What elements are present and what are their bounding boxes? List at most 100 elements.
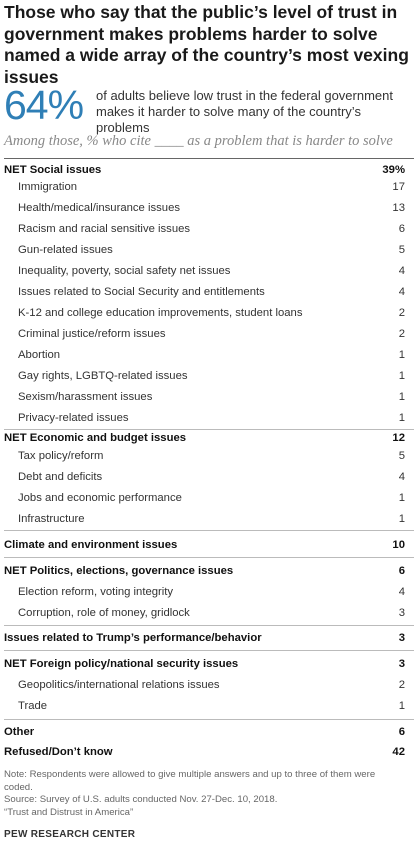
row-value: 1 xyxy=(398,412,405,424)
row-value: 10 xyxy=(392,539,405,551)
table-row-net: Issues related to Trump’s performance/be… xyxy=(0,628,420,648)
table-divider xyxy=(4,530,414,531)
row-label: Criminal justice/reform issues xyxy=(18,328,166,340)
table-row: Sexism/harassment issues 1 xyxy=(0,387,420,407)
row-label: Tax policy/reform xyxy=(18,450,104,462)
chart-title: Those who say that the public’s level of… xyxy=(4,2,409,87)
row-label: Corruption, role of money, gridlock xyxy=(18,607,190,619)
table-row: Privacy-related issues 1 xyxy=(0,408,420,428)
table-row: Gun-related issues 5 xyxy=(0,240,420,260)
row-label: Geopolitics/international relations issu… xyxy=(18,679,220,691)
row-value: 5 xyxy=(398,450,405,462)
table-row: Corruption, role of money, gridlock 3 xyxy=(0,603,420,623)
row-value: 2 xyxy=(398,328,405,340)
row-value: 12 xyxy=(392,432,405,444)
row-label: NET Social issues xyxy=(4,164,102,176)
table-row-net: NET Economic and budget issues 12 xyxy=(0,428,420,448)
row-value: 4 xyxy=(398,586,405,598)
row-label: NET Politics, elections, governance issu… xyxy=(4,565,234,577)
table-row: Tax policy/reform 5 xyxy=(0,446,420,466)
row-label: Climate and environment issues xyxy=(4,539,178,551)
row-label: Sexism/harassment issues xyxy=(18,391,153,403)
row-value: 39% xyxy=(382,164,405,176)
row-value: 5 xyxy=(398,244,405,256)
row-value: 1 xyxy=(398,349,405,361)
key-stat-percent: 64% xyxy=(4,82,84,128)
table-row: Debt and deficits 4 xyxy=(0,467,420,487)
table-row: Inequality, poverty, social safety net i… xyxy=(0,261,420,281)
row-label: Abortion xyxy=(18,349,61,361)
row-label: NET Economic and budget issues xyxy=(4,432,187,444)
row-value: 42 xyxy=(392,746,405,758)
row-label: Issues related to Social Security and en… xyxy=(18,286,265,298)
row-value: 2 xyxy=(398,307,405,319)
table-row: K-12 and college education improvements,… xyxy=(0,303,420,323)
table-row: Issues related to Social Security and en… xyxy=(0,282,420,302)
table-row-net: Climate and environment issues 10 xyxy=(0,535,420,555)
table-row-net: NET Social issues 39% xyxy=(0,160,420,180)
row-label: Refused/Don’t know xyxy=(4,746,113,758)
row-value: 6 xyxy=(398,726,405,738)
row-label: Issues related to Trump’s performance/be… xyxy=(4,632,262,644)
table-divider xyxy=(4,557,414,558)
row-value: 4 xyxy=(398,471,405,483)
table-row: Trade 1 xyxy=(0,696,420,716)
chart-note: Note: Respondents were allowed to give m… xyxy=(4,769,416,819)
row-value: 3 xyxy=(398,607,405,619)
note-line-1: Note: Respondents were allowed to give m… xyxy=(4,769,376,780)
table-row: Jobs and economic performance 1 xyxy=(0,488,420,508)
row-label: Election reform, voting integrity xyxy=(18,586,174,598)
row-value: 1 xyxy=(398,391,405,403)
row-value: 17 xyxy=(392,181,405,193)
row-label: K-12 and college education improvements,… xyxy=(18,307,303,319)
row-value: 1 xyxy=(398,700,405,712)
row-label: Jobs and economic performance xyxy=(18,492,182,504)
row-value: 4 xyxy=(398,286,405,298)
row-value: 3 xyxy=(398,632,405,644)
key-stat-line-1: of adults believe low trust in the feder… xyxy=(96,88,394,103)
table-row: Immigration 17 xyxy=(0,177,420,197)
row-value: 6 xyxy=(398,565,405,577)
row-label: Debt and deficits xyxy=(18,471,103,483)
key-stat-text: of adults believe low trust in the feder… xyxy=(96,88,416,136)
table-row: Racism and racial sensitive issues 6 xyxy=(0,219,420,239)
chart-subtitle: Among those, % who cite ____ as a proble… xyxy=(4,133,393,149)
table-row-net: Refused/Don’t know 42 xyxy=(0,742,420,762)
table-row-net: NET Politics, elections, governance issu… xyxy=(0,561,420,581)
row-label: Inequality, poverty, social safety net i… xyxy=(18,265,231,277)
row-label: Infrastructure xyxy=(18,513,85,525)
row-value: 13 xyxy=(392,202,405,214)
row-label: Gun-related issues xyxy=(18,244,113,256)
row-label: Other xyxy=(4,726,35,738)
table-divider xyxy=(4,650,414,651)
table-row-net: NET Foreign policy/national security iss… xyxy=(0,654,420,674)
row-value: 1 xyxy=(398,513,405,525)
row-label: Immigration xyxy=(18,181,78,193)
key-stat-line-2: makes it harder to solve many of the cou… xyxy=(96,104,361,135)
row-value: 4 xyxy=(398,265,405,277)
row-label: Racism and racial sensitive issues xyxy=(18,223,191,235)
table-row: Criminal justice/reform issues 2 xyxy=(0,324,420,344)
table-row: Health/medical/insurance issues 13 xyxy=(0,198,420,218)
source-line: Source: Survey of U.S. adults conducted … xyxy=(4,794,278,806)
row-label: NET Foreign policy/national security iss… xyxy=(4,658,239,670)
organization-name: PEW RESEARCH CENTER xyxy=(4,829,136,840)
key-stat: 64% of adults believe low trust in the f… xyxy=(4,82,416,135)
row-value: 3 xyxy=(398,658,405,670)
table-row: Abortion 1 xyxy=(0,345,420,365)
row-value: 1 xyxy=(398,492,405,504)
table-row: Election reform, voting integrity 4 xyxy=(0,582,420,602)
row-label: Privacy-related issues xyxy=(18,412,129,424)
row-value: 6 xyxy=(398,223,405,235)
row-value: 1 xyxy=(398,370,405,382)
table-row: Gay rights, LGBTQ-related issues 1 xyxy=(0,366,420,386)
table-row: Infrastructure 1 xyxy=(0,509,420,529)
table-row: Geopolitics/international relations issu… xyxy=(0,675,420,695)
table-divider xyxy=(4,625,414,626)
table-divider xyxy=(4,719,414,720)
row-label: Trade xyxy=(18,700,48,712)
row-value: 2 xyxy=(398,679,405,691)
row-label: Health/medical/insurance issues xyxy=(18,202,181,214)
report-title: “Trust and Distrust in America” xyxy=(4,806,134,818)
